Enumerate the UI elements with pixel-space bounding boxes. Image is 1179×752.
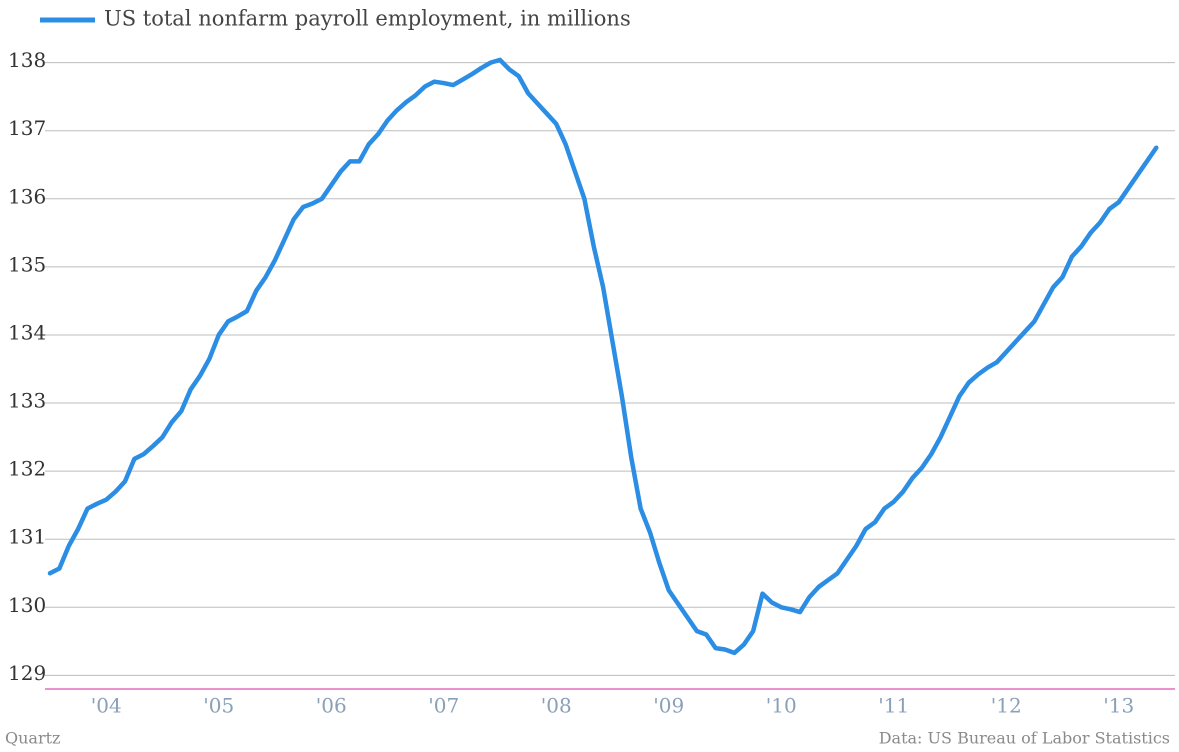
y-tick-label: 131 bbox=[8, 525, 46, 549]
x-tick-label: '09 bbox=[653, 694, 684, 718]
x-tick-label: '10 bbox=[766, 694, 797, 718]
x-tick-label: '06 bbox=[316, 694, 347, 718]
x-tick-label: '05 bbox=[203, 694, 234, 718]
x-tick-label: '04 bbox=[91, 694, 122, 718]
y-tick-label: 136 bbox=[8, 184, 46, 208]
y-tick-label: 129 bbox=[8, 661, 46, 685]
y-tick-label: 134 bbox=[8, 320, 46, 344]
x-tick-label: '13 bbox=[1103, 694, 1134, 718]
line bbox=[47, 57, 1159, 656]
y-tick-label: 135 bbox=[8, 252, 46, 276]
x-tick-label: '11 bbox=[878, 694, 909, 718]
y-tick-label: 133 bbox=[8, 389, 46, 413]
y-tick-label: 137 bbox=[8, 116, 46, 140]
source: Data: US Bureau of Labor Statistics bbox=[879, 729, 1170, 748]
x-tick-label: '12 bbox=[991, 694, 1022, 718]
y-tick-label: 138 bbox=[8, 48, 46, 72]
x-tick-label: '07 bbox=[428, 694, 459, 718]
legend-label: US total nonfarm payroll employment, in … bbox=[104, 7, 631, 31]
credit: Quartz bbox=[5, 729, 60, 748]
y-tick-label: 130 bbox=[8, 593, 46, 617]
x-tick-label: '08 bbox=[541, 694, 572, 718]
y-tick-label: 132 bbox=[8, 457, 46, 481]
